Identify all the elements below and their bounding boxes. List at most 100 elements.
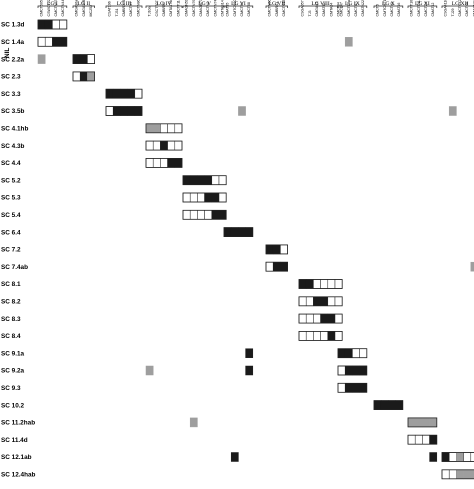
introgressed-segment — [380, 400, 389, 410]
segment-outline — [182, 192, 227, 203]
background-segment — [334, 279, 343, 289]
introgressed-segment — [344, 365, 353, 376]
nil-row: SC 8.3 — [1, 313, 343, 324]
nil-row-label: SC 8.3 — [1, 316, 21, 323]
nil-row: SC 9.1a — [1, 348, 368, 359]
linkage-group: LG XII CSGA4110TJ29CMCTN42CMCT4aCMAGN34 — [441, 0, 474, 17]
segment-outline — [182, 209, 227, 220]
introgressed-segment — [429, 434, 438, 445]
background-segment — [197, 210, 205, 220]
nil-axis-label: NIL — [4, 48, 11, 58]
nil-row: SC 8.1 — [1, 279, 343, 289]
introgressed-segment — [327, 331, 336, 341]
background-segment — [189, 210, 198, 220]
nil-row-label: SC 5.2 — [1, 177, 21, 184]
marker-label: CSCTT071 — [155, 0, 159, 17]
introgressed-segment — [120, 88, 128, 99]
background-segment — [160, 123, 168, 134]
marker-label: CMCT88 — [247, 2, 251, 16]
linkage-group-label: LG III — [117, 1, 132, 7]
nil-row: SC 4.4 — [1, 157, 183, 168]
nil-row-label: SC 12.1ab — [1, 454, 32, 461]
linkage-group-label: LG VI — [231, 1, 246, 7]
marker-label: TJ29 — [451, 9, 455, 17]
background-segment — [174, 140, 183, 151]
group-bracket — [37, 5, 68, 8]
marker-label: CMAGN51 — [185, 0, 189, 17]
background-segment — [298, 296, 307, 307]
segment-outline — [441, 452, 474, 462]
introgressed-segment — [272, 244, 281, 255]
group-bracket — [407, 5, 438, 8]
segment-outline — [145, 157, 183, 168]
background-segment — [265, 261, 274, 272]
marker-label: CMAT16 — [397, 3, 401, 17]
segment-outline — [337, 382, 368, 393]
linkage-group: LG VIII CSGA057 TJ3 CMGA41 CMAT40 CMTA04 CMCT9… — [298, 0, 343, 17]
segment-outline — [145, 123, 183, 134]
introgressed-segment — [218, 210, 227, 220]
nil-row-label: SC 8.4 — [1, 333, 21, 340]
nil-row: SC 3.3 — [1, 88, 143, 99]
introgressed-segment — [359, 383, 368, 393]
linkage-group-label: LG VII — [269, 1, 286, 7]
introgressed-segment — [327, 313, 336, 324]
heterozygous-segment — [238, 106, 246, 116]
introgressed-segment — [112, 106, 121, 116]
introgressed-segment — [245, 365, 254, 376]
nil-row-label: SC 9.1a — [1, 350, 25, 357]
background-segment — [448, 469, 457, 480]
background-segment — [167, 140, 176, 151]
marker-label: CMAGN34 — [472, 0, 474, 17]
background-segment — [359, 348, 368, 358]
nil-row-label: SC 4.3b — [1, 143, 25, 150]
segment-outline — [223, 227, 254, 238]
heterozygous-segment — [456, 452, 464, 462]
background-segment — [313, 331, 321, 341]
nil-row: SC 2.3 — [1, 71, 96, 82]
heterozygous-segment — [145, 365, 154, 376]
segment-outline — [182, 175, 227, 186]
heterozygous-segment — [470, 261, 474, 272]
group-bracket — [72, 5, 95, 8]
introgressed-segment — [79, 54, 88, 64]
segment-outline — [37, 36, 68, 47]
introgressed-segment — [182, 175, 191, 185]
marker-label: CMTCN71 — [383, 0, 387, 17]
marker-label: CMAT40 — [322, 3, 326, 17]
nil-row: SC 7.2 — [1, 244, 289, 255]
marker-label: CSGA4110 — [444, 0, 448, 17]
heterozygous-segment — [456, 469, 464, 480]
nil-row-label: SC 11.4d — [1, 437, 28, 444]
marker-label: CMCT5 — [376, 4, 380, 16]
marker-label: CMCTN76 — [192, 0, 196, 17]
marker-label: CMCTT160b — [410, 0, 414, 17]
marker-label: CMCTN74 — [213, 0, 217, 17]
nil-row: SC 11.2hab — [1, 417, 438, 428]
background-segment — [305, 296, 314, 307]
background-segment — [134, 88, 143, 99]
background-segment — [160, 158, 168, 168]
nil-row: SC 5.3 — [1, 192, 227, 203]
linkage-group: LG V CMAGN51 CMCTN76 CMAGN73 CMCTN2 CMCTN74 CM… — [182, 0, 227, 17]
introgressed-segment — [429, 452, 438, 462]
background-segment — [87, 54, 95, 64]
segment-outline — [105, 88, 143, 99]
segment-outline — [72, 71, 96, 82]
marker-label: CMGA108 — [82, 0, 86, 17]
marker-label: CMATN22 — [361, 0, 365, 17]
marker-label: CMGA41 — [315, 2, 319, 17]
segment-outline — [441, 469, 474, 480]
background-segment — [313, 279, 321, 289]
heterozygous-segment — [422, 417, 430, 428]
background-segment — [305, 331, 314, 341]
linkage-group: LG III CSAT196 TJ31 CMBR128 CMCTN7 CMCTN86 — [105, 0, 143, 17]
introgressed-segment — [245, 348, 254, 358]
nil-row: SC 8.4 — [1, 330, 343, 341]
linkage-group-label: LG X — [382, 1, 395, 7]
nil-row: SC 8.2 — [1, 296, 343, 307]
nil-row-label: SC 12.4hab — [1, 472, 36, 479]
